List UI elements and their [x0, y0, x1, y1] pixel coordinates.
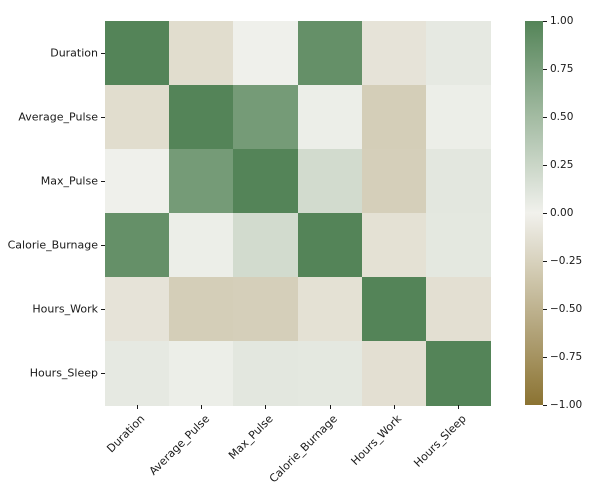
x-tick-mark: [393, 405, 395, 409]
x-tick-label-hours_work: Hours_Work: [348, 412, 405, 468]
heatmap-cell-max_pulse-calorie_burnage: [297, 149, 363, 214]
heatmap-cell-max_pulse-hours_work: [361, 149, 427, 214]
x-tick-mark: [457, 405, 459, 409]
heatmap-cell-hours_sleep-average_pulse: [169, 341, 234, 406]
heatmap-cell-calorie_burnage-calorie_burnage: [297, 213, 363, 278]
heatmap-cell-hours_sleep-duration: [105, 341, 170, 406]
colorbar-tick-label: 1.00: [550, 14, 574, 27]
heatmap-grid: [105, 21, 491, 406]
heatmap-cell-hours_work-max_pulse: [233, 277, 299, 342]
heatmap-cell-average_pulse-duration: [105, 85, 170, 150]
heatmap-cell-average_pulse-hours_work: [361, 85, 427, 150]
heatmap-cell-duration-duration: [105, 21, 170, 86]
heatmap-cell-hours_work-average_pulse: [169, 277, 234, 342]
colorbar-tick-label: 0.25: [550, 158, 574, 171]
x-tick-mark: [201, 405, 203, 409]
y-tick-mark: [101, 245, 105, 246]
y-tick-mark: [101, 309, 105, 310]
colorbar-tick-mark: [543, 357, 547, 358]
x-tick-label-hours_sleep: Hours_Sleep: [410, 412, 469, 470]
colorbar-tick-mark: [543, 117, 547, 118]
heatmap-cell-hours_work-duration: [105, 277, 170, 342]
heatmap-cell-duration-hours_work: [361, 21, 427, 86]
colorbar-tick-mark: [543, 69, 547, 70]
colorbar-tick-mark: [543, 405, 547, 406]
x-tick-label-average_pulse: Average_Pulse: [146, 412, 212, 478]
heatmap-cell-duration-average_pulse: [169, 21, 234, 86]
heatmap-cell-max_pulse-average_pulse: [169, 149, 234, 214]
x-tick-mark: [265, 405, 267, 409]
colorbar-tick-label: −0.25: [550, 254, 583, 267]
heatmap-cell-average_pulse-calorie_burnage: [297, 85, 363, 150]
colorbar-tick-mark: [543, 261, 547, 262]
y-tick-mark: [101, 181, 105, 182]
x-tick-mark: [329, 405, 331, 409]
colorbar-tick-label: −0.50: [550, 302, 583, 315]
heatmap-cell-duration-calorie_burnage: [297, 21, 363, 86]
heatmap-cell-duration-max_pulse: [233, 21, 299, 86]
colorbar-tick-label: 0.50: [550, 110, 574, 123]
x-tick-label-duration: Duration: [104, 412, 148, 456]
heatmap-cell-hours_sleep-max_pulse: [233, 341, 299, 406]
heatmap-cell-hours_work-calorie_burnage: [297, 277, 363, 342]
y-tick-label-max_pulse: Max_Pulse: [40, 174, 98, 188]
heatmap-cell-average_pulse-hours_sleep: [425, 85, 491, 150]
heatmap-cell-calorie_burnage-max_pulse: [233, 213, 299, 278]
heatmap-cell-hours_work-hours_sleep: [425, 277, 491, 342]
y-tick-label-hours_sleep: Hours_Sleep: [29, 366, 98, 380]
heatmap-cell-duration-hours_sleep: [425, 21, 491, 86]
heatmap-cell-hours_sleep-hours_sleep: [425, 341, 491, 406]
heatmap-cell-calorie_burnage-duration: [105, 213, 170, 278]
heatmap-cell-calorie_burnage-hours_sleep: [425, 213, 491, 278]
x-tick-label-calorie_burnage: Calorie_Burnage: [266, 412, 341, 486]
y-tick-label-average_pulse: Average_Pulse: [18, 110, 98, 124]
y-tick-mark: [101, 117, 105, 118]
y-tick-label-calorie_burnage: Calorie_Burnage: [7, 238, 98, 252]
x-tick-mark: [137, 405, 139, 409]
colorbar-tick-mark: [543, 21, 547, 22]
heatmap-cell-calorie_burnage-average_pulse: [169, 213, 234, 278]
heatmap-cell-average_pulse-max_pulse: [233, 85, 299, 150]
y-tick-mark: [101, 53, 105, 54]
colorbar: [525, 21, 543, 405]
colorbar-tick-label: 0.75: [550, 62, 574, 75]
colorbar-tick-mark: [543, 213, 547, 214]
heatmap-cell-hours_work-hours_work: [361, 277, 427, 342]
y-tick-mark: [101, 373, 105, 374]
y-tick-label-hours_work: Hours_Work: [32, 302, 98, 316]
heatmap-cell-hours_sleep-calorie_burnage: [297, 341, 363, 406]
heatmap-cell-calorie_burnage-hours_work: [361, 213, 427, 278]
colorbar-tick-mark: [543, 165, 547, 166]
heatmap-cell-max_pulse-duration: [105, 149, 170, 214]
x-tick-label-max_pulse: Max_Pulse: [226, 412, 276, 462]
colorbar-tick-label: −1.00: [550, 398, 583, 411]
colorbar-tick-mark: [543, 309, 547, 310]
heatmap-cell-average_pulse-average_pulse: [169, 85, 234, 150]
heatmap-cell-max_pulse-hours_sleep: [425, 149, 491, 214]
heatmap-cell-hours_sleep-hours_work: [361, 341, 427, 406]
colorbar-tick-label: 0.00: [550, 206, 574, 219]
heatmap-cell-max_pulse-max_pulse: [233, 149, 299, 214]
colorbar-tick-label: −0.75: [550, 350, 583, 363]
y-tick-label-duration: Duration: [50, 46, 98, 60]
